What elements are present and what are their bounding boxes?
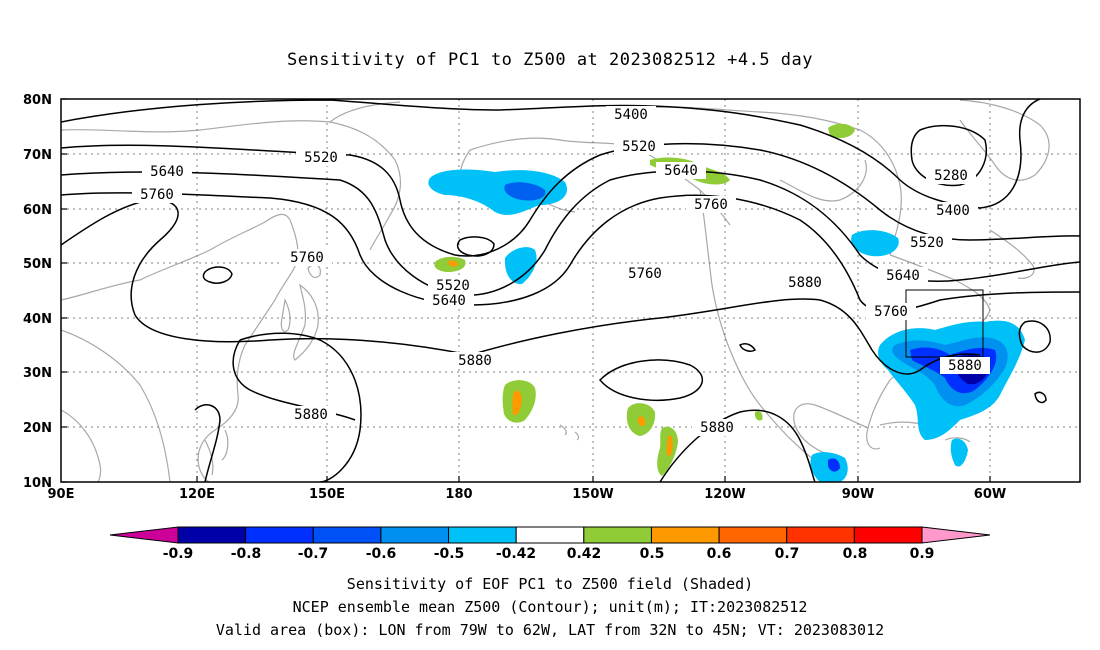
contour-label: 5520 xyxy=(436,278,470,294)
lat-label: 60N xyxy=(23,203,52,218)
colorbar-tick: -0.8 xyxy=(231,546,262,562)
contour-label: 5880 xyxy=(700,420,734,436)
caption-line-3: Valid area (box): LON from 79W to 62W, L… xyxy=(215,621,885,639)
colorbar-swatch xyxy=(650,526,720,544)
contour-label: 5400 xyxy=(614,107,648,123)
positive-shade-area xyxy=(448,260,458,267)
colorbar-swatch xyxy=(786,526,855,544)
colorbar-swatch xyxy=(718,526,788,544)
map-frame xyxy=(60,98,1081,483)
longitude-labels: 90E 120E 150E 180 150W 120W 90W 60W xyxy=(48,487,1007,502)
colorbar-tick: 0.42 xyxy=(567,546,602,562)
lat-label: 30N xyxy=(23,366,52,381)
lon-label: 90W xyxy=(842,487,874,502)
lat-label: 70N xyxy=(23,148,52,163)
lat-label: 20N xyxy=(23,421,52,436)
lon-label: 60W xyxy=(974,487,1006,502)
colorbar-swatch xyxy=(177,526,247,544)
positive-shade-area xyxy=(512,390,522,416)
contour-label: 5760 xyxy=(628,266,662,282)
contour-label: 5880 xyxy=(294,407,328,423)
contour-label: 5520 xyxy=(304,150,338,166)
colorbar-tick: 0.8 xyxy=(843,546,868,562)
lon-label: 150E xyxy=(309,487,345,502)
negative-shade-area xyxy=(950,438,968,467)
colorbar-swatch xyxy=(245,526,314,544)
colorbar-swatch xyxy=(312,526,382,544)
contour-labels: 5400 5520 5520 5640 5640 5760 5760 5520 … xyxy=(132,106,990,436)
map-panel: 5400 5520 5520 5640 5640 5760 5760 5520 … xyxy=(23,93,1081,502)
colorbar-swatch xyxy=(515,526,585,544)
negative-shade-area xyxy=(504,182,546,201)
colorbar-swatch xyxy=(448,526,517,544)
colorbar-tick: -0.9 xyxy=(163,546,194,562)
latitude-labels: 10N 20N 30N 40N 50N 60N 70N 80N xyxy=(23,93,52,491)
contour-label: 5640 xyxy=(150,164,184,180)
lon-label: 120W xyxy=(704,487,745,502)
tick-marks xyxy=(61,98,991,483)
lon-label: 90E xyxy=(48,487,75,502)
negative-shade-area xyxy=(851,230,899,257)
contour-label: 5760 xyxy=(694,197,728,213)
colorbar-tick: 0.9 xyxy=(910,546,935,562)
contour-label: 5640 xyxy=(886,268,920,284)
positive-shade-area xyxy=(828,123,855,138)
contour-label: 5880 xyxy=(948,358,982,374)
colorbar-tick: -0.5 xyxy=(434,546,465,562)
contour-label: 5760 xyxy=(290,250,324,266)
negative-shade-area xyxy=(428,169,568,215)
lon-label: 120E xyxy=(179,487,215,502)
contour-label: 5280 xyxy=(934,168,968,184)
lat-label: 50N xyxy=(23,257,52,272)
contour-label: 5640 xyxy=(432,293,466,309)
contour-label: 5640 xyxy=(664,163,698,179)
colorbar-swatch xyxy=(853,526,923,544)
negative-shade-area xyxy=(828,458,840,472)
colorbar-tick: -0.7 xyxy=(298,546,329,562)
figure-title: Sensitivity of PC1 to Z500 at 2023082512… xyxy=(286,50,813,70)
positive-shade-area xyxy=(637,416,646,427)
positive-shade-area xyxy=(666,435,673,457)
contour-label: 5760 xyxy=(874,304,908,320)
colorbar-tick-labels: -0.9 -0.8 -0.7 -0.6 -0.5 -0.42 0.42 0.5 … xyxy=(163,546,935,562)
contour-label: 5880 xyxy=(788,275,822,291)
colorbar-swatch xyxy=(380,526,450,544)
colorbar-tick: 0.7 xyxy=(775,546,800,562)
lon-label: 150W xyxy=(572,487,613,502)
contour-label: 5400 xyxy=(936,203,970,219)
colorbar-left-arrow xyxy=(109,526,179,544)
colorbar-tick: -0.42 xyxy=(496,546,536,562)
positive-shade-area xyxy=(754,411,763,421)
lat-label: 40N xyxy=(23,312,52,327)
colorbar-tick: 0.6 xyxy=(707,546,732,562)
lat-label: 10N xyxy=(23,476,52,491)
caption-line-1: Sensitivity of EOF PC1 to Z500 field (Sh… xyxy=(346,575,754,593)
negative-shade-area xyxy=(504,247,537,285)
colorbar-tick: 0.5 xyxy=(640,546,665,562)
colorbar-right-arrow xyxy=(921,526,991,544)
colorbar: -0.9 -0.8 -0.7 -0.6 -0.5 -0.42 0.42 0.5 … xyxy=(109,526,991,562)
lon-label: 180 xyxy=(445,487,472,502)
caption-line-2: NCEP ensemble mean Z500 (Contour); unit(… xyxy=(292,598,808,616)
lat-label: 80N xyxy=(23,93,52,108)
colorbar-swatch xyxy=(583,526,652,544)
colorbar-tick: -0.6 xyxy=(366,546,397,562)
contour-label: 5520 xyxy=(622,139,656,155)
contour-label: 5760 xyxy=(140,187,174,203)
contour-label: 5880 xyxy=(458,353,492,369)
contour-label: 5520 xyxy=(910,235,944,251)
